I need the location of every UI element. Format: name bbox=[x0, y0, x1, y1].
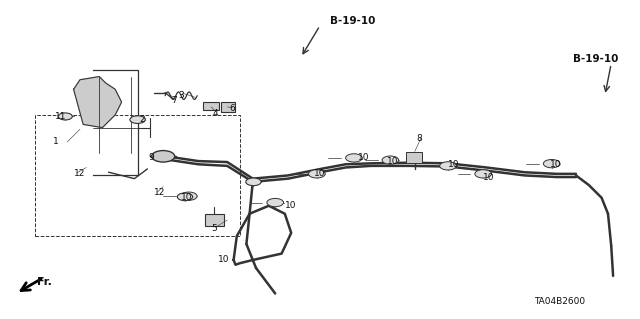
Text: 10: 10 bbox=[448, 160, 460, 169]
Text: B-19-10: B-19-10 bbox=[330, 16, 375, 26]
Text: 10: 10 bbox=[285, 201, 296, 210]
FancyBboxPatch shape bbox=[406, 152, 422, 163]
Text: B-19-10: B-19-10 bbox=[573, 54, 618, 64]
FancyBboxPatch shape bbox=[221, 102, 235, 112]
Text: 5: 5 bbox=[211, 224, 217, 233]
Polygon shape bbox=[74, 77, 122, 128]
Text: 10: 10 bbox=[314, 169, 325, 178]
Circle shape bbox=[180, 192, 197, 200]
Text: 3: 3 bbox=[178, 91, 184, 100]
Text: 10: 10 bbox=[387, 157, 399, 166]
Text: 10: 10 bbox=[218, 256, 229, 264]
Circle shape bbox=[246, 178, 261, 186]
Circle shape bbox=[267, 198, 284, 207]
Circle shape bbox=[308, 170, 325, 178]
Text: 1: 1 bbox=[52, 137, 58, 146]
Text: 10: 10 bbox=[358, 153, 370, 162]
Text: 7: 7 bbox=[171, 96, 177, 105]
Circle shape bbox=[440, 162, 456, 170]
Text: 12: 12 bbox=[154, 189, 165, 197]
Circle shape bbox=[382, 156, 399, 164]
Text: TA04B2600: TA04B2600 bbox=[534, 297, 586, 306]
Circle shape bbox=[543, 160, 560, 168]
Circle shape bbox=[475, 170, 492, 178]
Text: 9: 9 bbox=[148, 153, 154, 162]
Circle shape bbox=[177, 193, 193, 201]
Text: 4: 4 bbox=[212, 109, 218, 118]
Text: 8: 8 bbox=[416, 134, 422, 143]
Text: 10: 10 bbox=[180, 193, 192, 202]
Text: 6: 6 bbox=[229, 104, 235, 113]
Circle shape bbox=[130, 116, 145, 123]
Text: 2: 2 bbox=[140, 115, 145, 124]
Text: 11: 11 bbox=[55, 112, 67, 121]
Circle shape bbox=[152, 151, 175, 162]
Text: 10: 10 bbox=[550, 160, 562, 169]
Circle shape bbox=[346, 154, 362, 162]
Text: 10: 10 bbox=[483, 173, 495, 182]
Text: 12: 12 bbox=[74, 169, 85, 178]
FancyBboxPatch shape bbox=[203, 102, 219, 110]
Circle shape bbox=[58, 113, 72, 120]
Text: Fr.: Fr. bbox=[37, 277, 52, 287]
FancyBboxPatch shape bbox=[205, 214, 224, 226]
